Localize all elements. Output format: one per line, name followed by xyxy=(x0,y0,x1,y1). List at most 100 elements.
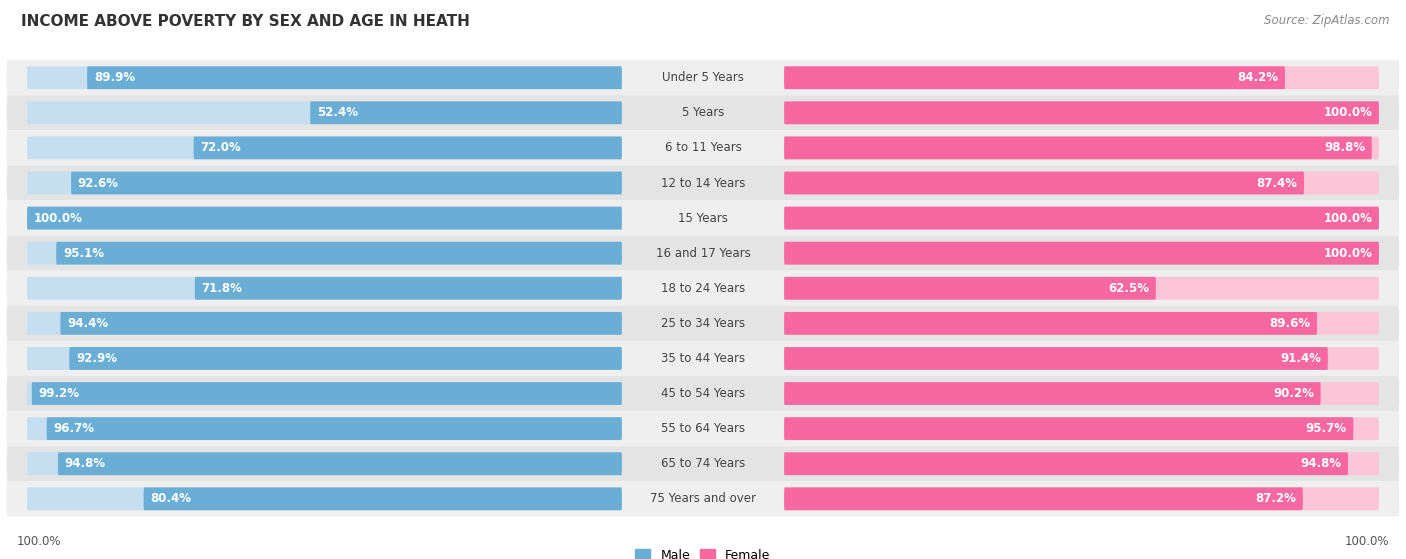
FancyBboxPatch shape xyxy=(785,487,1379,510)
FancyBboxPatch shape xyxy=(27,452,621,475)
FancyBboxPatch shape xyxy=(7,201,1399,236)
FancyBboxPatch shape xyxy=(7,306,1399,341)
FancyBboxPatch shape xyxy=(785,452,1348,475)
Text: 75 Years and over: 75 Years and over xyxy=(650,492,756,505)
Text: 94.4%: 94.4% xyxy=(67,317,108,330)
FancyBboxPatch shape xyxy=(27,101,621,124)
Text: 5 Years: 5 Years xyxy=(682,106,724,119)
Text: 96.7%: 96.7% xyxy=(53,422,94,435)
Text: Under 5 Years: Under 5 Years xyxy=(662,71,744,84)
FancyBboxPatch shape xyxy=(27,417,621,440)
FancyBboxPatch shape xyxy=(7,481,1399,517)
Text: 92.9%: 92.9% xyxy=(76,352,117,365)
Text: 91.4%: 91.4% xyxy=(1279,352,1322,365)
FancyBboxPatch shape xyxy=(785,452,1379,475)
FancyBboxPatch shape xyxy=(7,95,1399,130)
Text: 100.0%: 100.0% xyxy=(17,535,62,548)
FancyBboxPatch shape xyxy=(785,382,1320,405)
FancyBboxPatch shape xyxy=(785,207,1379,230)
FancyBboxPatch shape xyxy=(27,207,621,230)
FancyBboxPatch shape xyxy=(7,165,1399,201)
Text: 94.8%: 94.8% xyxy=(1301,457,1341,470)
Legend: Male, Female: Male, Female xyxy=(636,549,770,559)
Text: 35 to 44 Years: 35 to 44 Years xyxy=(661,352,745,365)
Text: 72.0%: 72.0% xyxy=(200,141,240,154)
FancyBboxPatch shape xyxy=(785,67,1379,89)
Text: 25 to 34 Years: 25 to 34 Years xyxy=(661,317,745,330)
FancyBboxPatch shape xyxy=(311,101,621,124)
FancyBboxPatch shape xyxy=(7,446,1399,481)
FancyBboxPatch shape xyxy=(143,487,621,510)
FancyBboxPatch shape xyxy=(785,242,1379,264)
Text: INCOME ABOVE POVERTY BY SEX AND AGE IN HEATH: INCOME ABOVE POVERTY BY SEX AND AGE IN H… xyxy=(21,14,470,29)
FancyBboxPatch shape xyxy=(785,172,1303,195)
Text: 98.8%: 98.8% xyxy=(1324,141,1365,154)
Text: 45 to 54 Years: 45 to 54 Years xyxy=(661,387,745,400)
Text: 71.8%: 71.8% xyxy=(201,282,242,295)
FancyBboxPatch shape xyxy=(195,277,621,300)
FancyBboxPatch shape xyxy=(32,382,621,405)
FancyBboxPatch shape xyxy=(87,67,621,89)
FancyBboxPatch shape xyxy=(58,452,621,475)
Text: 89.9%: 89.9% xyxy=(94,71,135,84)
FancyBboxPatch shape xyxy=(785,347,1327,370)
Text: 87.2%: 87.2% xyxy=(1256,492,1296,505)
FancyBboxPatch shape xyxy=(46,417,621,440)
FancyBboxPatch shape xyxy=(72,172,621,195)
FancyBboxPatch shape xyxy=(785,277,1379,300)
Text: 95.1%: 95.1% xyxy=(63,247,104,260)
Text: 52.4%: 52.4% xyxy=(316,106,359,119)
FancyBboxPatch shape xyxy=(7,130,1399,165)
Text: 12 to 14 Years: 12 to 14 Years xyxy=(661,177,745,190)
FancyBboxPatch shape xyxy=(785,67,1285,89)
Text: 18 to 24 Years: 18 to 24 Years xyxy=(661,282,745,295)
FancyBboxPatch shape xyxy=(785,487,1303,510)
Text: 92.6%: 92.6% xyxy=(77,177,120,190)
Text: 90.2%: 90.2% xyxy=(1272,387,1313,400)
FancyBboxPatch shape xyxy=(785,136,1372,159)
FancyBboxPatch shape xyxy=(785,347,1379,370)
FancyBboxPatch shape xyxy=(7,271,1399,306)
Text: 80.4%: 80.4% xyxy=(150,492,191,505)
Text: 100.0%: 100.0% xyxy=(34,212,83,225)
FancyBboxPatch shape xyxy=(27,347,621,370)
FancyBboxPatch shape xyxy=(7,236,1399,271)
FancyBboxPatch shape xyxy=(785,417,1354,440)
FancyBboxPatch shape xyxy=(27,172,621,195)
FancyBboxPatch shape xyxy=(785,136,1379,159)
FancyBboxPatch shape xyxy=(27,382,621,405)
Text: 89.6%: 89.6% xyxy=(1270,317,1310,330)
FancyBboxPatch shape xyxy=(69,347,621,370)
FancyBboxPatch shape xyxy=(27,242,621,264)
FancyBboxPatch shape xyxy=(7,376,1399,411)
FancyBboxPatch shape xyxy=(7,411,1399,446)
FancyBboxPatch shape xyxy=(27,136,621,159)
FancyBboxPatch shape xyxy=(56,242,621,264)
FancyBboxPatch shape xyxy=(785,417,1379,440)
FancyBboxPatch shape xyxy=(7,60,1399,95)
Text: 62.5%: 62.5% xyxy=(1108,282,1149,295)
Text: 6 to 11 Years: 6 to 11 Years xyxy=(665,141,741,154)
FancyBboxPatch shape xyxy=(785,312,1317,335)
FancyBboxPatch shape xyxy=(27,487,621,510)
FancyBboxPatch shape xyxy=(785,382,1379,405)
Text: 100.0%: 100.0% xyxy=(1344,535,1389,548)
Text: 87.4%: 87.4% xyxy=(1256,177,1298,190)
Text: 100.0%: 100.0% xyxy=(1323,212,1372,225)
FancyBboxPatch shape xyxy=(785,312,1379,335)
FancyBboxPatch shape xyxy=(785,242,1379,264)
FancyBboxPatch shape xyxy=(785,101,1379,124)
Text: 100.0%: 100.0% xyxy=(1323,247,1372,260)
FancyBboxPatch shape xyxy=(27,312,621,335)
Text: 65 to 74 Years: 65 to 74 Years xyxy=(661,457,745,470)
FancyBboxPatch shape xyxy=(785,172,1379,195)
FancyBboxPatch shape xyxy=(194,136,621,159)
FancyBboxPatch shape xyxy=(7,341,1399,376)
Text: 100.0%: 100.0% xyxy=(1323,106,1372,119)
FancyBboxPatch shape xyxy=(27,207,621,230)
Text: 84.2%: 84.2% xyxy=(1237,71,1278,84)
Text: 94.8%: 94.8% xyxy=(65,457,105,470)
Text: 15 Years: 15 Years xyxy=(678,212,728,225)
FancyBboxPatch shape xyxy=(27,277,621,300)
Text: Source: ZipAtlas.com: Source: ZipAtlas.com xyxy=(1264,14,1389,27)
